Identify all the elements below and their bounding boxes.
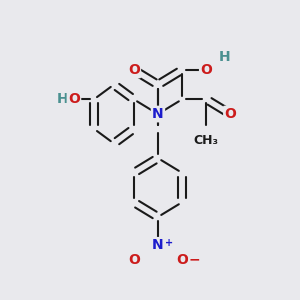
Text: O: O bbox=[224, 107, 236, 121]
Text: H: H bbox=[218, 50, 230, 64]
Text: O: O bbox=[128, 63, 140, 77]
Text: O: O bbox=[68, 92, 80, 106]
Text: N: N bbox=[152, 107, 164, 121]
Text: O: O bbox=[200, 63, 212, 77]
Text: N: N bbox=[152, 238, 164, 252]
Text: O: O bbox=[61, 92, 73, 106]
Text: O: O bbox=[128, 253, 140, 267]
Text: O: O bbox=[176, 253, 188, 267]
Text: CH₃: CH₃ bbox=[194, 134, 219, 147]
Text: +: + bbox=[165, 238, 174, 248]
Text: H: H bbox=[57, 92, 68, 106]
Text: −: − bbox=[189, 252, 200, 266]
